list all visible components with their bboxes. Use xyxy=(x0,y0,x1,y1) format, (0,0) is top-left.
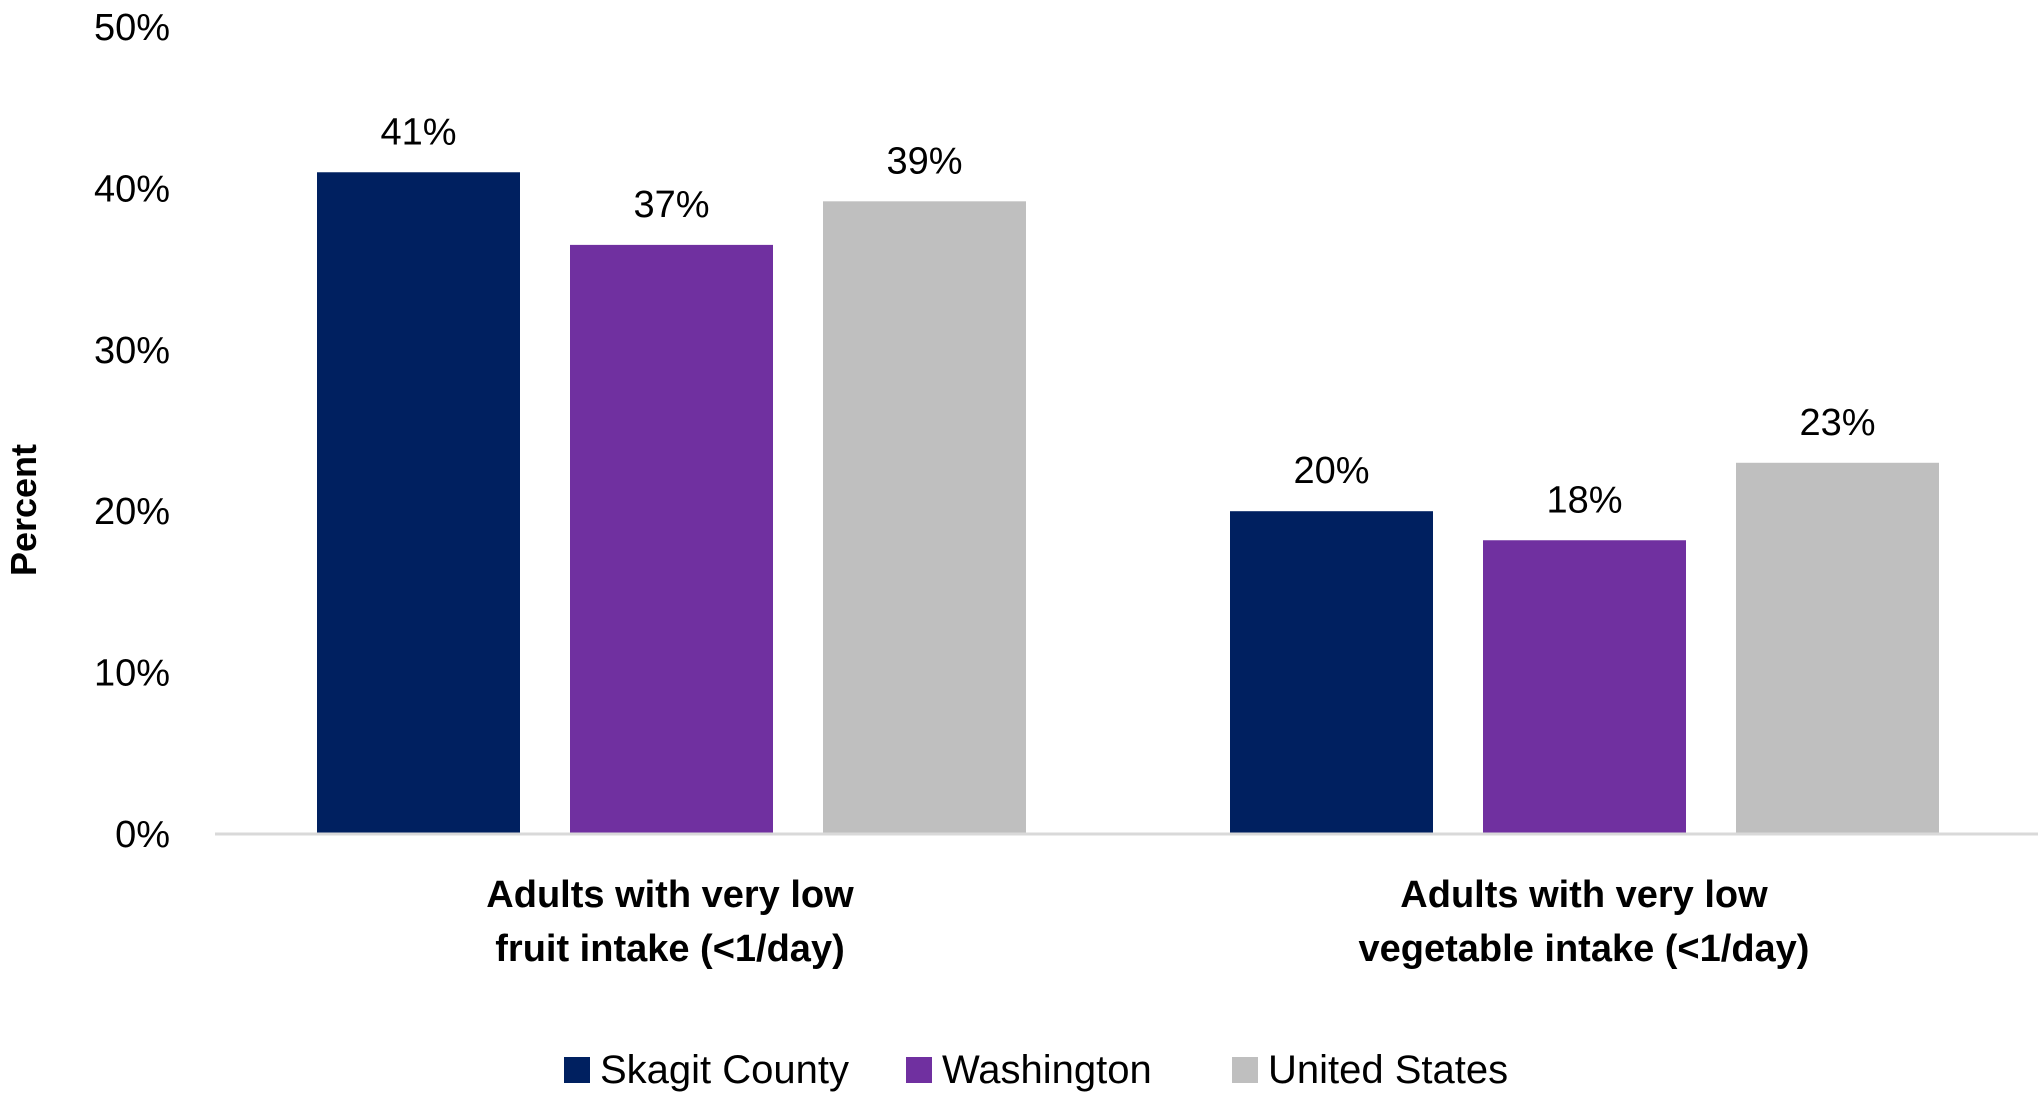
y-tick-label: 20% xyxy=(94,491,170,533)
legend-item: United States xyxy=(1232,1048,1508,1092)
bar xyxy=(1230,511,1433,834)
x-category-label: Adults with very low xyxy=(1400,874,1768,916)
legend-item: Skagit County xyxy=(564,1048,849,1092)
legend-label: Skagit County xyxy=(600,1048,849,1092)
legend-swatch xyxy=(564,1057,590,1083)
y-tick-label: 40% xyxy=(94,168,170,210)
bars-group xyxy=(317,172,1939,834)
bar xyxy=(317,172,520,834)
x-category-label: fruit intake (<1/day) xyxy=(495,928,844,970)
bar xyxy=(1483,540,1686,834)
y-axis-ticks: 0% 10% 20% 30% 40% 50% xyxy=(94,7,170,856)
data-labels-group: 41% 37% 39% 20% 18% 23% xyxy=(380,111,1875,521)
legend-label: Washington xyxy=(942,1048,1152,1092)
data-label: 18% xyxy=(1546,479,1622,521)
y-tick-label: 30% xyxy=(94,330,170,372)
legend-swatch xyxy=(1232,1057,1258,1083)
legend-swatch xyxy=(906,1057,932,1083)
data-label: 41% xyxy=(380,111,456,153)
category-labels-group: Adults with very low fruit intake (<1/day… xyxy=(486,874,1809,970)
bar xyxy=(570,244,773,834)
x-category-label: Adults with very low xyxy=(486,874,854,916)
data-label: 20% xyxy=(1293,450,1369,492)
x-category-label: vegetable intake (<1/day) xyxy=(1359,928,1810,970)
y-tick-label: 10% xyxy=(94,653,170,695)
data-label: 37% xyxy=(633,184,709,226)
legend: Skagit County Washington United States xyxy=(564,1048,1508,1092)
data-label: 23% xyxy=(1799,402,1875,444)
y-tick-label: 0% xyxy=(115,814,170,856)
bar xyxy=(1736,462,1939,834)
legend-label: United States xyxy=(1268,1048,1508,1092)
bar xyxy=(823,201,1026,834)
data-label: 39% xyxy=(886,140,962,182)
legend-item: Washington xyxy=(906,1048,1152,1092)
y-axis-label: Percent xyxy=(3,444,44,576)
y-tick-label: 50% xyxy=(94,7,170,49)
